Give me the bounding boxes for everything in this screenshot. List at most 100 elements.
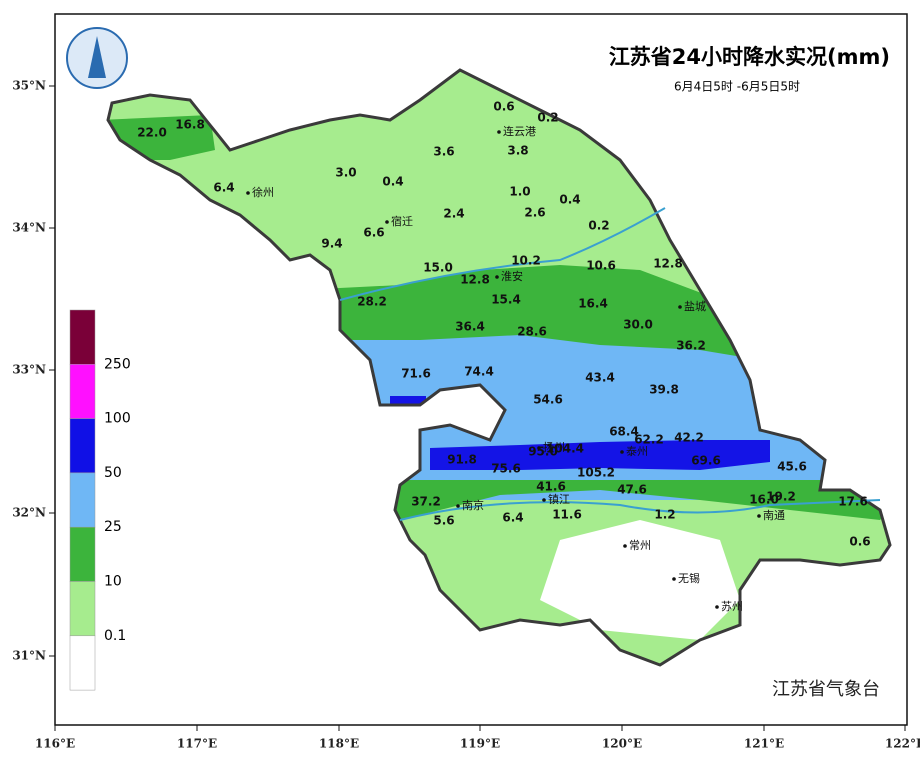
station-value: 104.4	[546, 442, 584, 456]
city-dot	[715, 605, 719, 609]
station-value: 105.2	[577, 466, 615, 480]
station-value: 17.6	[838, 495, 868, 509]
station-value: 6.4	[502, 511, 523, 525]
station-value: 5.6	[433, 514, 454, 528]
city-dot	[623, 544, 627, 548]
legend-label: 0.1	[104, 628, 126, 644]
city-dot	[537, 446, 541, 450]
station-value: 69.6	[691, 454, 721, 468]
station-value: 3.0	[335, 166, 356, 180]
station-value: 45.6	[777, 460, 807, 474]
station-value: 71.6	[401, 367, 431, 381]
city-label: 泰州	[626, 444, 648, 458]
credit: 江苏省气象台	[772, 679, 880, 700]
city-dot	[678, 305, 682, 309]
lon-label: 119°E	[460, 737, 500, 751]
station-value: 43.4	[585, 371, 615, 385]
station-value: 91.8	[447, 453, 477, 467]
legend-swatch	[69, 526, 96, 582]
logo-tower	[88, 36, 106, 78]
city-dot	[385, 220, 389, 224]
lon-label: 120°E	[602, 737, 642, 751]
station-value: 15.4	[491, 293, 521, 307]
station-value: 37.2	[411, 495, 441, 509]
legend-label: 25	[104, 519, 122, 535]
station-value: 39.8	[649, 383, 679, 397]
city-label: 镇江	[548, 492, 570, 506]
lon-label: 117°E	[177, 737, 217, 751]
city-label: 无锡	[678, 571, 700, 585]
lat-label: 32°N	[12, 506, 46, 520]
lat-label: 35°N	[12, 79, 46, 93]
city-label: 常州	[629, 539, 651, 552]
city-label: 扬州	[543, 440, 565, 454]
city-label: 淮安	[501, 269, 523, 283]
legend-label: 100	[104, 411, 131, 427]
lat-label: 34°N	[12, 221, 46, 235]
lon-label: 122°E	[885, 737, 920, 751]
station-value: 10.2	[511, 254, 541, 268]
station-value: 3.6	[433, 145, 454, 159]
station-value: 16.0	[749, 493, 779, 507]
station-value: 3.8	[507, 144, 528, 158]
legend-swatch	[69, 418, 96, 474]
station-value: 0.4	[382, 175, 403, 189]
city-label: 南通	[763, 509, 785, 522]
station-value: 0.2	[537, 111, 558, 125]
city-dot	[246, 191, 250, 195]
city-dot	[542, 498, 546, 502]
city-dot	[672, 577, 676, 581]
city-dot	[757, 514, 761, 518]
station-value: 19.2	[766, 490, 796, 504]
city-dot	[495, 275, 499, 279]
station-value: 47.6	[617, 483, 647, 497]
legend-swatch	[69, 472, 96, 528]
city-label: 连云港	[503, 125, 536, 138]
city-label: 宿迁	[391, 214, 413, 228]
station-value: 12.8	[653, 257, 683, 271]
city-label: 南京	[462, 498, 484, 512]
city-label: 盐城	[684, 300, 706, 313]
station-value: 0.6	[493, 100, 514, 114]
station-value: 1.0	[509, 185, 530, 199]
city-dot	[456, 504, 460, 508]
station-value: 95.0	[528, 445, 558, 459]
station-value: 36.2	[676, 339, 706, 353]
station-value: 1.2	[654, 508, 675, 522]
city-label: 徐州	[252, 185, 274, 199]
lat-label: 33°N	[12, 363, 46, 377]
station-value: 16.8	[175, 118, 205, 132]
legend-swatch	[69, 309, 96, 365]
lon-label: 116°E	[35, 737, 75, 751]
station-value: 6.4	[213, 181, 234, 195]
station-value: 41.6	[536, 480, 566, 494]
station-value: 22.0	[137, 126, 167, 140]
city-dot	[497, 130, 501, 134]
station-value: 16.4	[578, 297, 608, 311]
station-value: 68.4	[609, 425, 639, 439]
station-value: 11.6	[552, 508, 582, 522]
river	[399, 499, 881, 521]
city-dot	[620, 450, 624, 454]
station-value: 0.4	[559, 193, 580, 207]
station-value: 9.4	[321, 237, 342, 251]
station-value: 42.2	[674, 431, 704, 445]
legend-label: 50	[104, 465, 122, 481]
legend-label: 10	[104, 574, 122, 590]
lat-label: 31°N	[12, 649, 46, 663]
subtitle: 6月4日5时 -6月5日5时	[674, 80, 800, 94]
station-value: 30.0	[623, 318, 653, 332]
station-value: 75.6	[491, 462, 521, 476]
station-value: 54.6	[533, 393, 563, 407]
station-value: 10.6	[586, 259, 616, 273]
title: 江苏省24小时降水实况(mm)	[609, 45, 890, 69]
legend-swatch	[69, 581, 96, 637]
city-label: 苏州	[721, 600, 743, 613]
lon-label: 121°E	[744, 737, 784, 751]
station-value: 62.2	[634, 433, 664, 447]
station-value: 6.6	[363, 226, 384, 240]
station-value: 2.4	[443, 207, 464, 221]
legend-swatch	[69, 635, 96, 691]
canal	[339, 207, 666, 301]
